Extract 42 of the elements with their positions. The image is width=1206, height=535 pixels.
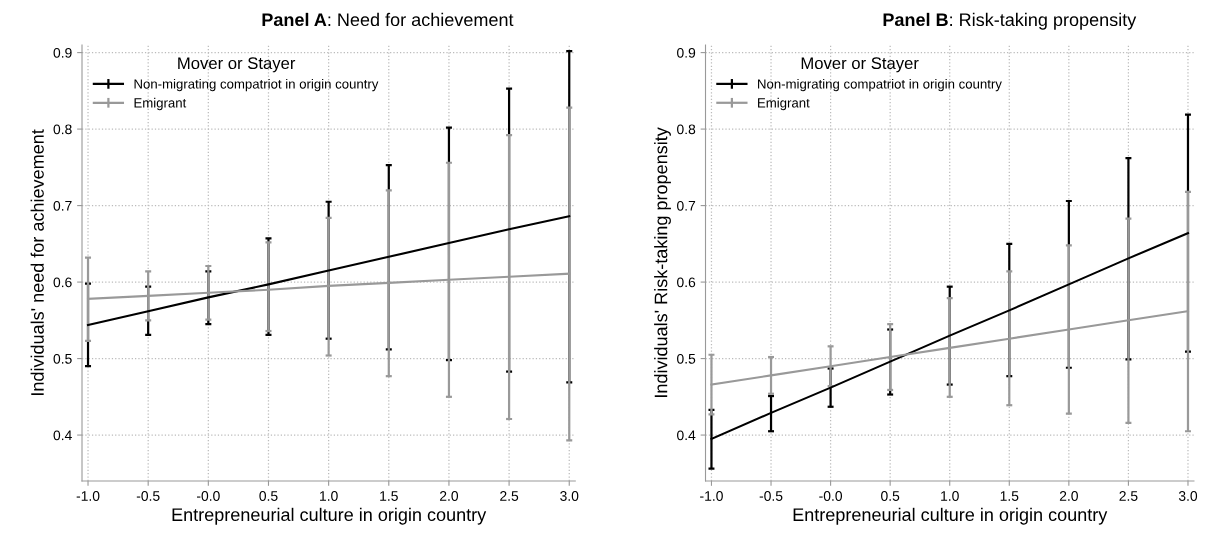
x-axis-title: Entrepreneurial culture in origin country bbox=[793, 507, 1108, 525]
x-tick-label: 3.0 bbox=[560, 491, 579, 501]
y-tick-label: 0.7 bbox=[677, 200, 696, 211]
x-tick-label: 0.5 bbox=[259, 491, 278, 501]
y-tick-label: 0.5 bbox=[53, 353, 72, 364]
legend-title: Mover or Stayer bbox=[178, 57, 296, 73]
x-axis-title: Entrepreneurial culture in origin country bbox=[172, 507, 487, 525]
x-tick-label: -0.0 bbox=[196, 491, 220, 501]
x-tick-label: 1.0 bbox=[941, 491, 959, 501]
y-tick-label: 0.4 bbox=[677, 430, 696, 441]
y-tick-label: 0.5 bbox=[677, 353, 696, 364]
legend-label: Non-migrating compatriot in origin country bbox=[758, 78, 1002, 92]
x-tick-label: 1.0 bbox=[320, 491, 338, 501]
x-tick-label: 2.0 bbox=[439, 491, 459, 501]
legend-label: Emigrant bbox=[134, 97, 187, 111]
y-tick-label: 0.4 bbox=[53, 430, 72, 441]
y-tick-label: 0.9 bbox=[53, 47, 72, 58]
y-tick-label: 0.9 bbox=[677, 47, 696, 58]
y-axis-title: Individuals' need for achievement bbox=[30, 129, 44, 395]
x-tick-label: -0.5 bbox=[759, 491, 783, 501]
y-tick-label: 0.8 bbox=[53, 124, 72, 135]
x-tick-label: 2.5 bbox=[500, 491, 519, 501]
y-tick-label: 0.8 bbox=[677, 124, 696, 135]
y-axis-title: Individuals' Risk-taking propensity bbox=[654, 127, 671, 397]
x-tick-label: -0.0 bbox=[819, 491, 843, 501]
legend-label: Emigrant bbox=[758, 97, 810, 111]
x-tick-label: 2.0 bbox=[1059, 491, 1078, 501]
legend-title: Mover or Stayer bbox=[801, 57, 919, 73]
x-tick-label: -0.5 bbox=[136, 491, 160, 501]
x-tick-label: -1.0 bbox=[76, 491, 100, 501]
legend-label: Non-migrating compatriot in origin country bbox=[134, 78, 379, 92]
x-tick-label: 0.5 bbox=[881, 491, 900, 501]
chart-title: Panel A: Need for achievement bbox=[262, 12, 514, 27]
x-tick-label: 1.5 bbox=[380, 491, 398, 501]
x-tick-label: 2.5 bbox=[1119, 491, 1138, 501]
y-tick-label: 0.6 bbox=[53, 277, 72, 288]
x-tick-label: 1.5 bbox=[1000, 491, 1019, 501]
y-tick-label: 0.6 bbox=[677, 277, 696, 288]
x-tick-label: -1.0 bbox=[700, 491, 723, 501]
y-tick-label: 0.7 bbox=[53, 200, 72, 211]
x-tick-label: 3.0 bbox=[1178, 491, 1198, 501]
chart-title: Panel B: Risk-taking propensity bbox=[883, 12, 1137, 30]
